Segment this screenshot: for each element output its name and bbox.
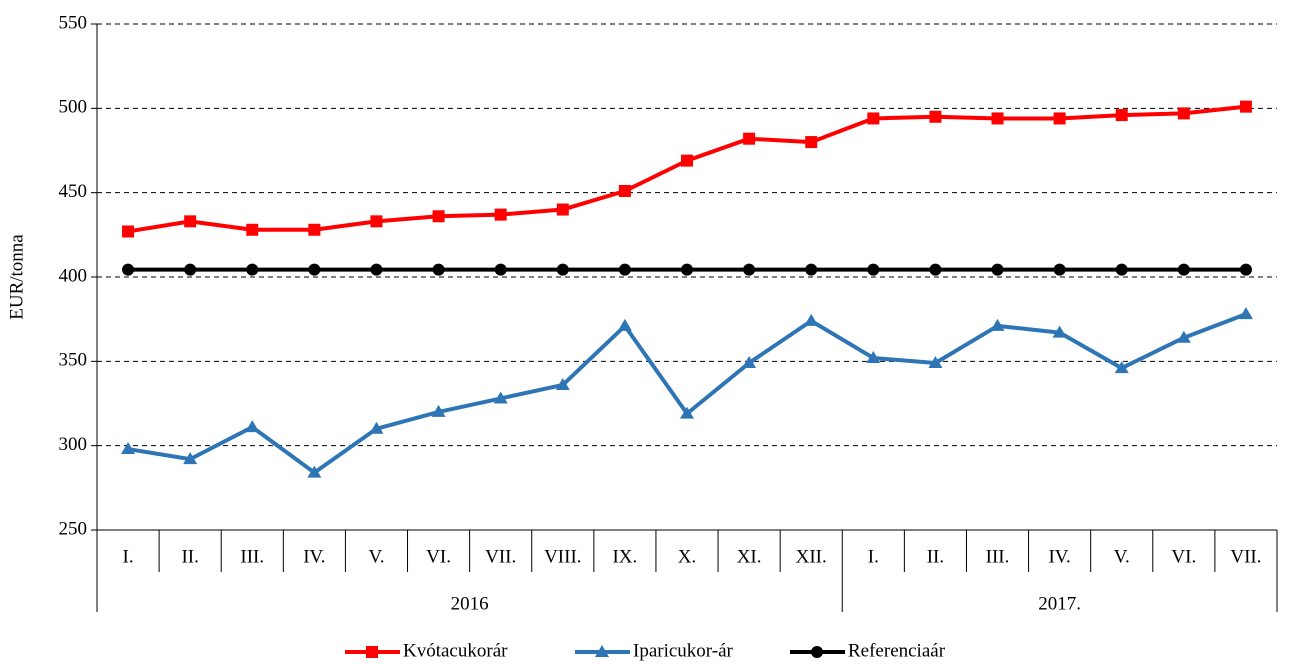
marker [370,263,383,276]
x-tick-label: X. [678,546,696,567]
marker [681,263,693,276]
marker [811,646,823,658]
legend-label: Kvótacukorár [403,640,508,661]
marker [743,263,756,276]
x-tick-label: VII. [1230,546,1261,567]
marker [184,263,197,276]
marker [680,406,694,419]
marker [867,263,880,276]
y-tick-label: 250 [59,518,88,539]
x-tick-label: V. [1114,546,1130,567]
marker [556,263,569,276]
marker [245,420,260,433]
x-tick-label: I. [868,546,879,567]
marker [184,215,197,228]
y-axis-label: EUR/tonna [6,234,27,320]
y-tick-label: 450 [59,181,88,202]
x-tick-label: II. [927,546,944,567]
marker [246,223,259,236]
legend-label: Referenciaár [848,640,946,661]
marker [928,356,943,369]
marker [308,263,321,276]
marker [1053,263,1066,276]
marker [122,225,135,238]
marker [494,208,507,221]
marker [805,136,818,149]
series-line [127,312,1247,475]
x-tick-label: VII. [485,546,516,567]
marker [122,263,135,276]
group-label: 2016 [451,593,489,614]
marker [1177,107,1190,120]
x-tick-label: IX. [612,546,637,567]
y-tick-label: 300 [59,434,88,455]
x-tick-label: VIII. [544,546,581,567]
marker [556,203,569,216]
group-label: 2017. [1038,593,1081,614]
y-tick-label: 500 [59,97,88,118]
marker [617,318,632,331]
marker [493,391,508,404]
series-line [127,104,1247,234]
marker [1114,361,1129,374]
marker [805,263,818,276]
y-tick-label: 400 [59,265,88,286]
marker [742,356,757,369]
marker [618,184,631,197]
marker [1052,325,1067,338]
marker [867,112,880,125]
y-tick-label: 550 [59,12,88,33]
marker [1238,307,1253,320]
marker [743,132,756,145]
marker [991,112,1004,125]
marker [991,263,1004,276]
marker [1053,112,1066,125]
marker [121,442,136,455]
x-tick-label: I. [123,546,134,567]
marker [1115,263,1128,276]
marker [866,350,881,363]
marker [595,645,609,657]
marker [1239,263,1252,276]
y-tick-label: 350 [59,350,88,371]
x-tick-label: II. [181,546,198,567]
marker [366,646,378,658]
x-tick-label: III. [240,546,264,567]
marker [618,263,631,276]
marker [681,154,693,167]
marker [431,404,446,417]
marker [1115,109,1128,122]
x-tick-label: XII. [796,546,827,567]
marker [990,318,1005,331]
marker [1239,100,1252,113]
marker [246,263,259,276]
legend-label: Iparicukor-ár [633,640,734,661]
x-tick-label: V. [368,546,384,567]
marker [183,452,198,465]
marker [432,263,445,276]
marker [307,465,322,478]
x-tick-label: IV. [303,546,325,567]
marker [494,263,507,276]
marker [1176,330,1191,343]
marker [929,263,942,276]
marker [432,210,445,223]
marker [929,110,942,123]
marker [308,223,321,236]
marker [1177,263,1190,276]
marker [370,215,383,228]
marker [369,421,384,434]
x-tick-label: XI. [737,546,762,567]
marker [804,313,819,326]
marker [555,377,570,390]
x-tick-label: IV. [1048,546,1070,567]
x-tick-label: VI. [426,546,451,567]
x-tick-label: III. [986,546,1010,567]
x-tick-label: VI. [1171,546,1196,567]
